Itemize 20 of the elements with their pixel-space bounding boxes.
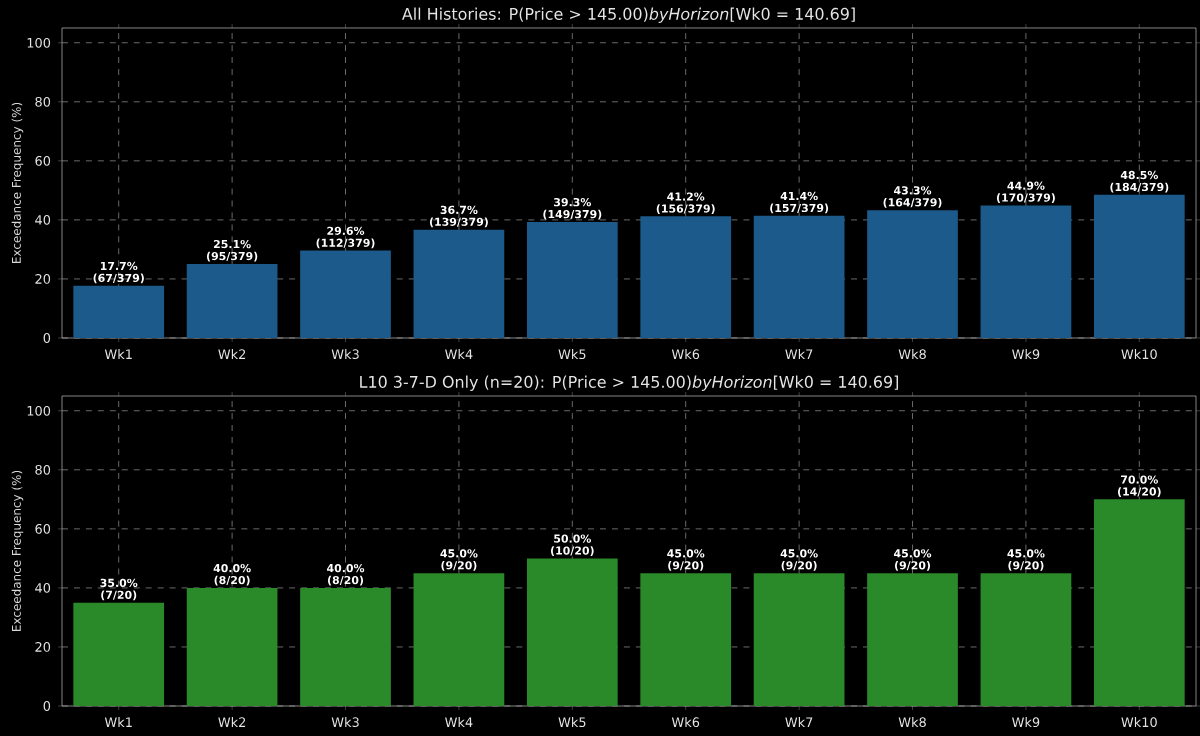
bar bbox=[300, 587, 391, 706]
bar bbox=[753, 215, 845, 338]
bar bbox=[867, 573, 958, 706]
bar bbox=[867, 210, 958, 338]
bar bbox=[186, 587, 278, 706]
bar bbox=[640, 216, 732, 338]
bar bbox=[413, 229, 505, 338]
bar bbox=[980, 573, 1072, 706]
bar bbox=[753, 573, 845, 706]
bar bbox=[526, 221, 618, 338]
bar bbox=[413, 573, 505, 706]
bar bbox=[1093, 499, 1185, 706]
bar bbox=[980, 205, 1072, 338]
bar bbox=[186, 263, 278, 338]
bar bbox=[300, 250, 391, 338]
bar bbox=[640, 573, 732, 706]
bar bbox=[526, 558, 618, 706]
bar bbox=[73, 602, 165, 706]
bar bbox=[1093, 194, 1185, 338]
bar bbox=[73, 285, 165, 338]
